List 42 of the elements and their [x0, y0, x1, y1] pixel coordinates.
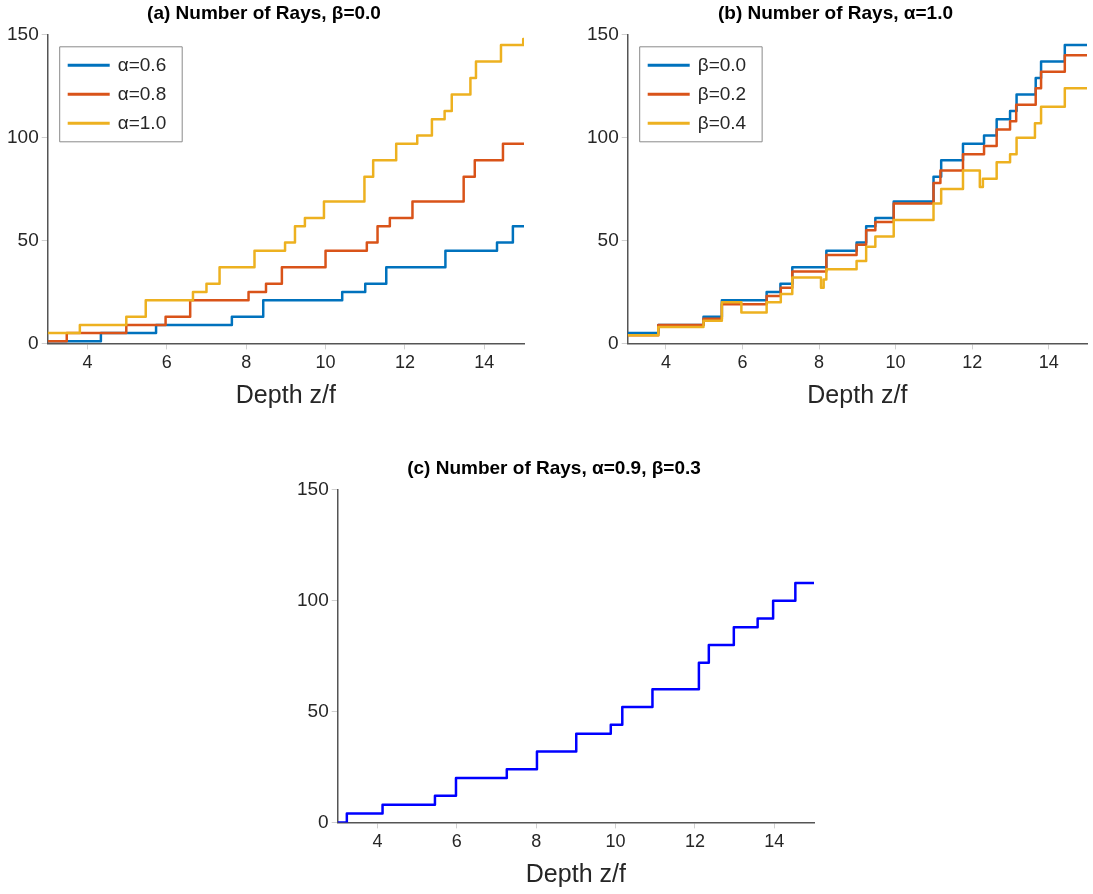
x-tick-label: 6 [161, 352, 172, 373]
y-tick-label: 100 [587, 125, 619, 147]
y-tick-label: 100 [297, 588, 329, 610]
y-tick-label: 150 [297, 478, 329, 500]
x-tick-label: 12 [962, 352, 983, 373]
legend-label: α=0.6 [117, 53, 167, 75]
y-tick-label: 50 [17, 228, 39, 250]
y-tick-label: 0 [608, 331, 619, 353]
x-tick-label: 6 [737, 352, 748, 373]
x-axis-title: Depth z/f [235, 379, 336, 408]
x-tick-label: 8 [531, 831, 542, 852]
y-tick-label: 50 [597, 228, 619, 250]
legend-label: α=0.8 [117, 82, 167, 104]
legend-label: α=1.0 [117, 111, 167, 133]
x-tick-label: 10 [885, 352, 906, 373]
x-tick-label: 12 [394, 352, 415, 373]
chart-title: (a) Number of Rays, β=0.0 [147, 1, 381, 23]
x-tick-label: 6 [451, 831, 462, 852]
x-axis-title: Depth z/f [525, 858, 626, 887]
y-tick-label: 0 [28, 331, 39, 353]
x-tick-label: 4 [82, 352, 93, 373]
chart-title: (c) Number of Rays, α=0.9, β=0.3 [407, 456, 701, 478]
x-tick-label: 8 [241, 352, 252, 373]
legend-label: β=0.4 [697, 111, 747, 133]
x-tick-label: 14 [474, 352, 495, 373]
x-tick-label: 14 [764, 831, 785, 852]
x-tick-label: 4 [660, 352, 671, 373]
y-tick-label: 100 [7, 125, 39, 147]
legend-label: β=0.2 [697, 82, 747, 104]
x-axis-title: Depth z/f [807, 379, 908, 408]
x-tick-label: 14 [1038, 352, 1059, 373]
y-tick-label: 150 [7, 23, 39, 45]
x-tick-label: 4 [372, 831, 383, 852]
y-tick-label: 150 [587, 23, 619, 45]
x-tick-label: 12 [684, 831, 705, 852]
x-tick-label: 10 [605, 831, 626, 852]
legend-label: β=0.0 [697, 53, 747, 75]
chart-title: (b) Number of Rays, α=1.0 [718, 1, 953, 23]
y-tick-label: 0 [318, 810, 329, 832]
x-tick-label: 8 [814, 352, 825, 373]
x-tick-label: 10 [315, 352, 336, 373]
y-tick-label: 50 [307, 699, 329, 721]
